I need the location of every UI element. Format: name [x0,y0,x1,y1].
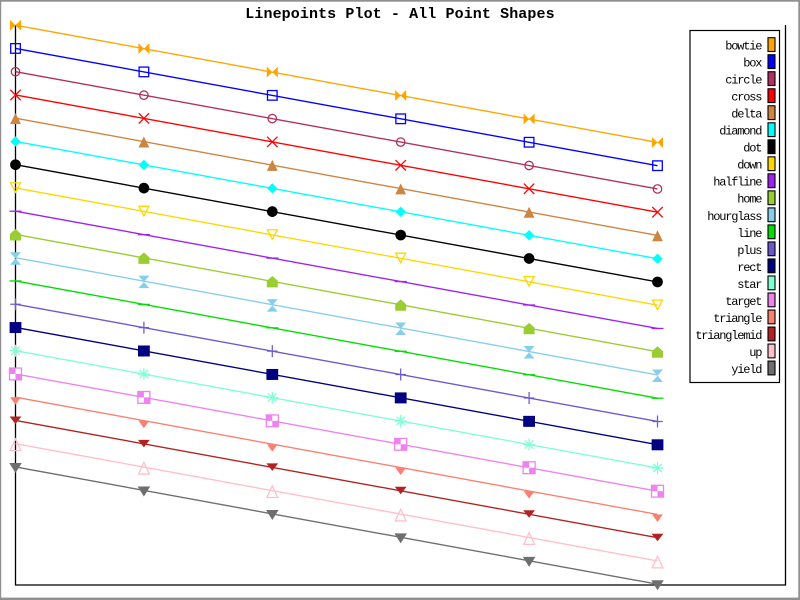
svg-text:box: box [743,57,762,71]
svg-text:yield: yield [731,363,762,377]
svg-text:cross: cross [731,91,762,105]
svg-text:trianglemid: trianglemid [695,329,762,343]
svg-text:line: line [737,227,762,241]
svg-text:plus: plus [737,244,762,258]
svg-text:circle: circle [725,74,762,88]
svg-text:hourglass: hourglass [707,210,762,224]
svg-text:rect: rect [737,261,761,275]
svg-text:target: target [725,295,761,309]
svg-text:diamond: diamond [719,125,762,139]
svg-text:up: up [749,346,762,360]
svg-text:triangle: triangle [713,312,762,326]
svg-text:star: star [737,278,762,292]
svg-text:down: down [737,159,762,173]
svg-text:delta: delta [731,108,762,122]
svg-text:home: home [737,193,762,207]
svg-text:Linepoints Plot - All Point Sh: Linepoints Plot - All Point Shapes [245,6,554,23]
svg-text:dot: dot [743,142,761,156]
svg-text:halfline: halfline [713,176,762,190]
svg-text:bowtie: bowtie [725,40,762,54]
